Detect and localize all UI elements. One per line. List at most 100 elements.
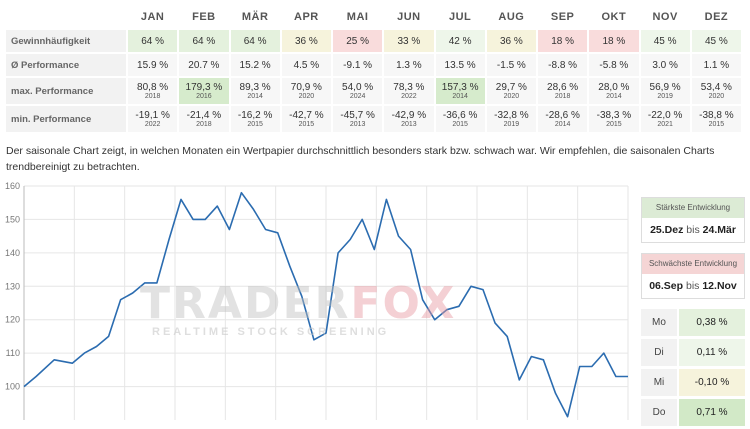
cell-year: 2020 — [708, 92, 725, 100]
table-cell: -38,8 % 2015 — [691, 106, 741, 132]
cell-year: 2015 — [298, 120, 315, 128]
row-label: max. Performance — [6, 78, 126, 104]
cell-year: 2013 — [349, 120, 366, 128]
cell-value: -42,7 % — [289, 109, 324, 121]
y-tick-label: 140 — [5, 248, 20, 258]
weakest-connector: bis — [685, 280, 700, 292]
cell-value: -38,8 % — [699, 109, 734, 121]
month-header: SEP — [538, 6, 588, 28]
cell-value: 29,7 % — [495, 81, 527, 93]
month-header: JUL — [435, 6, 485, 28]
cell-value: -45,7 % — [340, 109, 375, 121]
table-cell: -5.8 % — [589, 54, 639, 76]
cell-year: 2024 — [349, 92, 366, 100]
cell-value: -19,1 % — [135, 109, 170, 121]
cell-value: 54,0 % — [342, 81, 374, 93]
table-cell: 33 % — [384, 30, 434, 52]
table-cell: 3.0 % — [640, 54, 690, 76]
table-cell: 56,9 % 2019 — [640, 78, 690, 104]
strongest-to: 24.Mär — [702, 224, 736, 236]
table-cell: 18 % — [589, 30, 639, 52]
corner-cell — [6, 6, 126, 28]
weekday-row: Di 0,11 % — [641, 339, 745, 366]
table-cell: 25 % — [333, 30, 383, 52]
table-cell: 45 % — [640, 30, 690, 52]
table-cell: -38,3 % 2015 — [589, 106, 639, 132]
cell-year: 2020 — [503, 92, 520, 100]
table-cell: -19,1 % 2022 — [128, 106, 178, 132]
cell-value: -42,9 % — [391, 109, 427, 121]
strongest-period-box: Stärkste Entwicklung 25.Dez bis 24.Mär — [641, 197, 745, 243]
weakest-to: 12.Nov — [702, 280, 737, 292]
weekday-name: Di — [641, 339, 677, 366]
cell-value: 179,3 % — [185, 81, 223, 93]
table-cell: -21,4 % 2018 — [179, 106, 229, 132]
cell-year: 2014 — [247, 92, 263, 100]
table-cell: -9.1 % — [333, 54, 383, 76]
cell-value: 80,8 % — [137, 81, 169, 93]
y-tick-label: 130 — [5, 281, 20, 291]
table-cell: -42,9 % 2013 — [384, 106, 434, 132]
weekday-value: -0,10 % — [679, 369, 745, 396]
seasonal-chart[interactable]: 100 110 120 130 140 150 160 TRADERFOX REALTIME… — [0, 180, 632, 421]
month-header: DEZ — [691, 6, 741, 28]
cell-year: 2018 — [144, 92, 161, 100]
table-cell: 4.5 % — [281, 54, 331, 76]
weakest-from: 06.Sep — [649, 280, 684, 292]
table-cell: 54,0 % 2024 — [333, 78, 383, 104]
cell-value: -32,8 % — [494, 109, 529, 121]
cell-year: 2018 — [196, 120, 212, 128]
table-cell: -36,6 % 2015 — [435, 106, 485, 132]
cell-year: 2019 — [657, 92, 673, 100]
cell-year: 2018 — [554, 92, 571, 100]
strongest-period: 25.Dez bis 24.Mär — [642, 218, 744, 242]
cell-year: 2020 — [298, 92, 315, 100]
price-series-line — [23, 191, 628, 418]
cell-value: -22,0 % — [647, 109, 683, 121]
cell-year: 2016 — [196, 92, 212, 100]
table-cell: 179,3 % 2016 — [179, 78, 229, 104]
table-cell: 64 % — [179, 30, 229, 52]
cell-year: 2014 — [606, 92, 622, 100]
weekday-row: Mo 0,38 % — [641, 309, 745, 336]
cell-value: -36,6 % — [442, 109, 478, 121]
weekday-name: Mi — [641, 369, 677, 396]
y-tick-label: 160 — [5, 181, 20, 191]
table-cell: 29,7 % 2020 — [486, 78, 536, 104]
cell-value: 70,9 % — [290, 81, 322, 93]
weakest-period: 06.Sep bis 12.Nov — [642, 274, 744, 298]
table-cell: 18 % — [538, 30, 588, 52]
table-cell: 42 % — [435, 30, 485, 52]
table-cell: 15.2 % — [230, 54, 280, 76]
table-cell: 28,0 % 2014 — [589, 78, 639, 104]
table-cell: 45 % — [691, 30, 741, 52]
table-cell: 53,4 % 2020 — [691, 78, 741, 104]
strongest-from: 25.Dez — [650, 224, 684, 236]
weekday-value: 0,71 % — [679, 399, 745, 426]
y-tick-label: 100 — [5, 382, 20, 392]
cell-year: 2022 — [401, 92, 417, 100]
month-header: JUN — [384, 6, 434, 28]
y-tick-label: 120 — [5, 315, 20, 325]
cell-value: 157,3 % — [441, 81, 479, 93]
cell-year: 2013 — [401, 120, 417, 128]
table-cell: 15.9 % — [128, 54, 178, 76]
cell-year: 2021 — [657, 120, 673, 128]
month-header: AUG — [486, 6, 536, 28]
cell-year: 2015 — [606, 120, 622, 128]
weekday-name: Mo — [641, 309, 677, 336]
cell-value: 56,9 % — [649, 81, 681, 93]
cell-value: 28,6 % — [547, 81, 579, 93]
table-cell: -45,7 % 2013 — [333, 106, 383, 132]
cell-value: 78,3 % — [393, 81, 425, 93]
month-header: JAN — [128, 6, 178, 28]
weekday-value: 0,11 % — [679, 339, 745, 366]
strongest-heading: Stärkste Entwicklung — [642, 198, 744, 218]
y-tick-label: 150 — [5, 214, 20, 224]
table-cell: 28,6 % 2018 — [538, 78, 588, 104]
month-header: APR — [281, 6, 331, 28]
table-cell: 78,3 % 2022 — [384, 78, 434, 104]
max-performance-row: max. Performance 80,8 % 2018 179,3 % 2016 … — [6, 78, 741, 104]
row-label: min. Performance — [6, 106, 126, 132]
table-cell: 64 % — [230, 30, 280, 52]
